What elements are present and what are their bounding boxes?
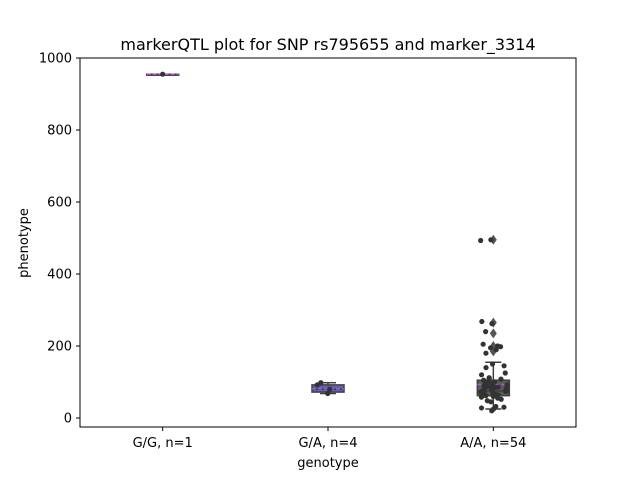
- data-point: [503, 386, 509, 392]
- data-point: [487, 345, 494, 351]
- y-tick-label: 600: [47, 196, 72, 211]
- x-tick-label: G/G, n=1: [133, 436, 193, 451]
- y-tick-label: 200: [47, 340, 72, 355]
- data-point: [483, 350, 489, 356]
- data-point: [478, 372, 485, 378]
- data-point: [488, 237, 494, 243]
- data-point: [481, 377, 487, 383]
- x-tick-label: G/A, n=4: [298, 436, 357, 451]
- data-point: [489, 361, 496, 367]
- data-point: [492, 379, 498, 385]
- y-tick-label: 800: [47, 124, 72, 139]
- data-point: [325, 390, 331, 397]
- data-point: [486, 375, 492, 381]
- y-tick-label: 0: [64, 412, 72, 427]
- plot-area: 0 200 400 600 800 1000 G/G, n=1 G/A, n=4 A/A, n=…: [39, 52, 526, 452]
- data-point: [318, 380, 324, 386]
- data-point: [501, 363, 507, 369]
- data-point: [483, 329, 489, 335]
- data-point: [480, 341, 486, 347]
- data-point: [504, 382, 510, 388]
- y-tick-label: 1000: [39, 52, 72, 67]
- data-point: [484, 398, 490, 404]
- chart-title: markerQTL plot for SNP rs795655 and mark…: [120, 35, 535, 55]
- data-point: [160, 71, 166, 77]
- x-tick-label: A/A, n=54: [460, 436, 526, 451]
- data-point: [483, 365, 489, 371]
- data-point: [502, 370, 508, 376]
- data-point: [327, 386, 333, 392]
- data-point: [478, 237, 484, 244]
- data-point: [495, 343, 501, 349]
- data-point: [478, 405, 485, 411]
- outlier-marker: [489, 328, 497, 339]
- data-point: [498, 376, 504, 382]
- y-tick-label: 400: [47, 268, 72, 283]
- x-axis-label: genotype: [297, 456, 358, 471]
- data-point: [479, 318, 485, 325]
- data-point: [493, 403, 499, 410]
- y-axis-label: phenotype: [17, 208, 32, 278]
- data-point: [489, 321, 495, 327]
- data-point: [495, 384, 501, 390]
- plot-frame: [79, 57, 577, 428]
- data-point: [501, 404, 507, 410]
